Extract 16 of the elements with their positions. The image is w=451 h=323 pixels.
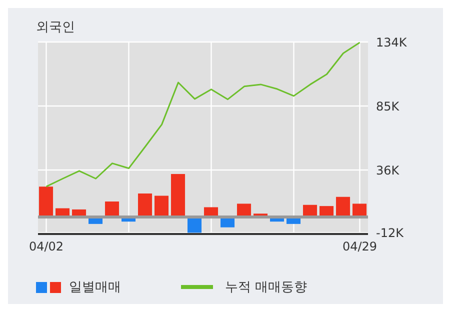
x-tick-label: 04/02 xyxy=(28,240,64,254)
bar xyxy=(336,196,350,218)
bar xyxy=(171,174,186,218)
bar xyxy=(105,201,120,218)
line-series xyxy=(46,42,360,188)
y-tick-label: 36K xyxy=(376,163,400,178)
bar xyxy=(154,196,169,218)
y-tick-label: 134K xyxy=(376,35,408,50)
legend-label: 누적 매매동향 xyxy=(225,279,308,296)
legend-label: 일별매매 xyxy=(69,279,121,296)
y-tick-label: -12K xyxy=(376,226,405,240)
bar xyxy=(39,186,54,218)
y-tick-label: 85K xyxy=(376,99,400,114)
x-tick-label: 04/29 xyxy=(342,240,378,254)
chart-title: 외국인 xyxy=(35,19,76,36)
bar xyxy=(138,194,152,218)
